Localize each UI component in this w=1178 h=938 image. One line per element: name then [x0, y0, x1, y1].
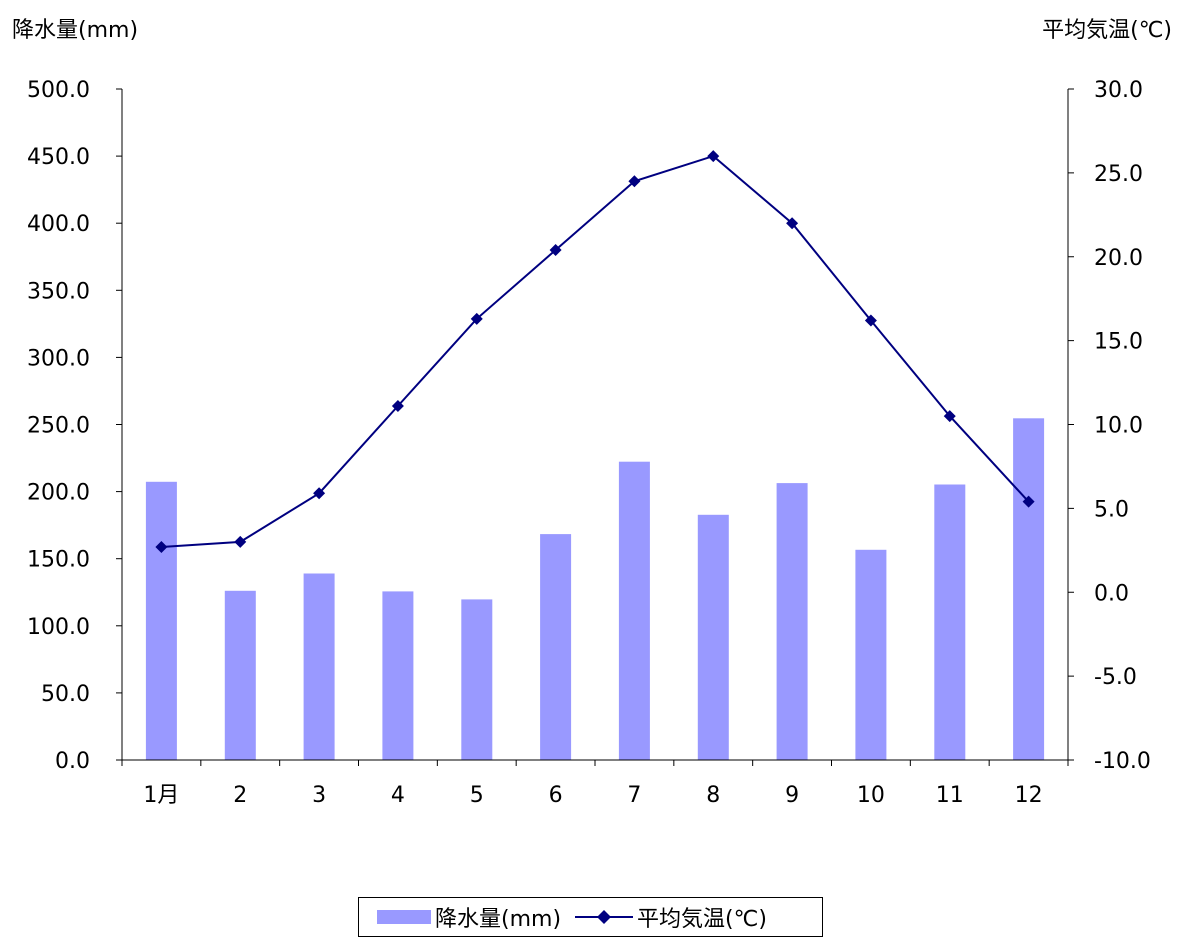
left-axis-tick-label: 400.0: [27, 212, 90, 237]
x-axis-tick-label: 11: [936, 783, 964, 808]
precipitation-bar: [1013, 418, 1045, 760]
precipitation-bar: [224, 590, 256, 760]
right-axis-title: 平均気温(℃): [1042, 18, 1172, 43]
precipitation-bar: [855, 549, 887, 760]
temperature-point: [864, 314, 877, 327]
left-axis-tick-label: 300.0: [27, 346, 90, 371]
x-axis-tick-label: 9: [785, 783, 799, 808]
legend-line-swatch: [575, 910, 634, 924]
right-axis-tick-label: 20.0: [1094, 246, 1143, 271]
x-axis-tick-label: 5: [470, 783, 484, 808]
temperature-point: [391, 400, 404, 413]
temperature-point: [470, 312, 483, 325]
precipitation-bar: [382, 591, 414, 760]
legend-item-temperature: 平均気温(℃): [561, 901, 767, 933]
x-axis-tick-label: 2: [233, 783, 247, 808]
legend-precipitation-label: 降水量(mm): [435, 907, 562, 932]
left-axis-tick-label: 150.0: [27, 548, 90, 573]
temperature-point: [707, 150, 720, 163]
precipitation-bar: [461, 599, 493, 760]
temperature-point: [234, 535, 247, 548]
right-axis-tick-label: 15.0: [1094, 330, 1143, 355]
x-axis-tick-label: 1月: [143, 783, 179, 808]
temperature-line-series: [155, 150, 1035, 553]
left-axis-tick-label: 50.0: [41, 682, 90, 707]
right-axis-tick-label: 25.0: [1094, 162, 1143, 187]
chart-legend: 降水量(mm) 平均気温(℃): [358, 897, 823, 937]
temperature-point: [628, 175, 641, 188]
x-axis-tick-label: 7: [627, 783, 641, 808]
chart-axes: [116, 88, 1074, 766]
temperature-point: [1022, 495, 1035, 508]
precipitation-bar: [303, 573, 335, 760]
left-axis-title: 降水量(mm): [12, 18, 139, 43]
left-axis-tick-label: 350.0: [27, 279, 90, 304]
legend-bar-swatch: [377, 910, 431, 924]
temperature-point: [549, 244, 562, 257]
precipitation-bar: [540, 534, 572, 760]
left-axis-tick-label: 250.0: [27, 414, 90, 439]
left-axis-tick-label: 0.0: [55, 749, 90, 774]
legend-temperature-label: 平均気温(℃): [637, 907, 767, 932]
tick-labels: 0.050.0100.0150.0200.0250.0300.0350.0400…: [27, 78, 1151, 808]
temperature-point: [786, 217, 799, 230]
left-axis-tick-label: 200.0: [27, 481, 90, 506]
x-axis-tick-label: 10: [857, 783, 885, 808]
precipitation-bar: [145, 481, 177, 760]
right-axis-tick-label: 10.0: [1094, 414, 1143, 439]
left-axis-tick-label: 500.0: [27, 78, 90, 103]
legend-item-precipitation: 降水量(mm): [359, 901, 561, 933]
right-axis-tick-label: -10.0: [1094, 749, 1151, 774]
precipitation-bar: [934, 484, 966, 760]
x-axis-tick-label: 3: [312, 783, 326, 808]
right-axis-tick-label: -5.0: [1094, 665, 1137, 690]
temperature-line: [161, 154, 1030, 548]
precipitation-bar: [618, 461, 650, 760]
temperature-point: [313, 487, 326, 500]
precipitation-bar: [697, 514, 729, 760]
temperature-point: [943, 410, 956, 423]
right-axis-tick-label: 0.0: [1094, 581, 1129, 606]
right-axis-tick-label: 5.0: [1094, 497, 1129, 522]
temperature-point: [155, 540, 168, 553]
x-axis-tick-label: 8: [706, 783, 720, 808]
left-axis-tick-label: 450.0: [27, 145, 90, 170]
x-axis-tick-label: 4: [391, 783, 405, 808]
right-axis-tick-label: 30.0: [1094, 78, 1143, 103]
left-axis-tick-label: 100.0: [27, 615, 90, 640]
precipitation-bar: [776, 483, 808, 760]
precipitation-bars: [145, 418, 1045, 760]
x-axis-tick-label: 12: [1015, 783, 1043, 808]
x-axis-tick-label: 6: [549, 783, 563, 808]
